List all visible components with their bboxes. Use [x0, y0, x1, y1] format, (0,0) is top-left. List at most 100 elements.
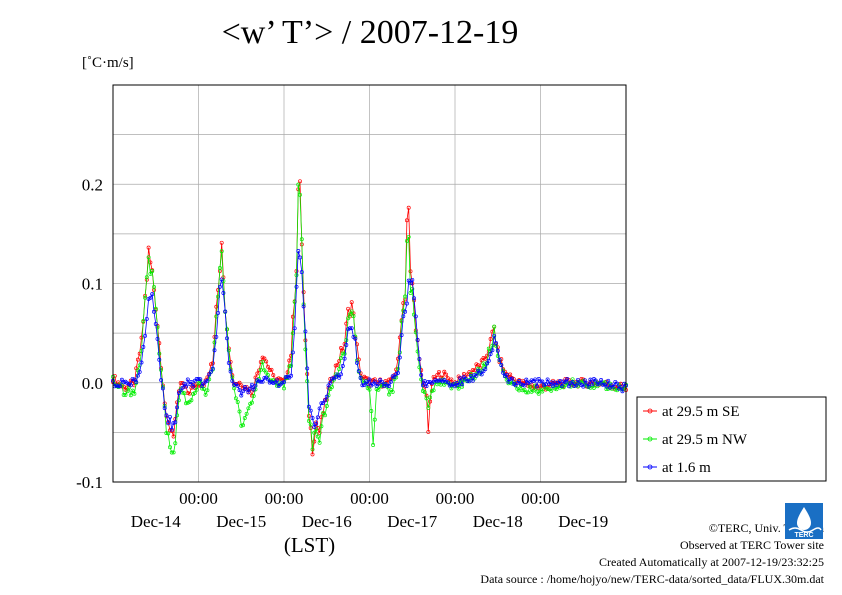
- data-point: [588, 377, 593, 382]
- data-point: [339, 372, 343, 377]
- data-point: [201, 387, 206, 391]
- data-point: [258, 379, 263, 384]
- data-point: [292, 299, 297, 304]
- data-point: [435, 373, 440, 378]
- data-point: [132, 377, 137, 382]
- data-point: [132, 391, 137, 396]
- data-point: [191, 384, 196, 389]
- data-point: [155, 336, 160, 341]
- data-point: [559, 384, 564, 389]
- data-point: [192, 390, 197, 395]
- data-point: [360, 383, 365, 388]
- data-point: [264, 370, 269, 375]
- data-point: [376, 387, 381, 392]
- data-point: [285, 370, 290, 375]
- data-point: [173, 441, 178, 446]
- data-point: [296, 249, 301, 253]
- data-point: [239, 383, 244, 388]
- data-point: [346, 316, 351, 321]
- data-point: [372, 379, 377, 384]
- data-point: [444, 379, 449, 384]
- data-point: [310, 416, 315, 420]
- data-point: [330, 384, 335, 389]
- data-point: [205, 378, 210, 383]
- data-point: [340, 351, 345, 356]
- data-point: [536, 391, 541, 396]
- data-point: [424, 384, 429, 389]
- data-point: [415, 337, 420, 342]
- data-point: [146, 255, 151, 260]
- data-point: [340, 348, 345, 353]
- data-point: [171, 420, 176, 425]
- data-point: [470, 378, 475, 383]
- data-point: [226, 348, 231, 353]
- data-point: [369, 409, 374, 413]
- data-point: [429, 389, 434, 394]
- data-point: [242, 416, 247, 420]
- data-point: [148, 271, 153, 276]
- data-point: [153, 306, 158, 311]
- data-point: [130, 376, 135, 381]
- data-point: [184, 401, 188, 406]
- data-point: [339, 346, 343, 350]
- data-point: [178, 381, 183, 385]
- data-point: [217, 284, 222, 289]
- data-point: [449, 377, 454, 382]
- data-point: [460, 382, 465, 387]
- data-point: [497, 357, 502, 362]
- data-point: [253, 375, 258, 380]
- data-point: [608, 385, 612, 390]
- data-point: [372, 417, 377, 422]
- data-point: [317, 406, 322, 411]
- axis-labels: -0.1 0.0 0.1 0.2 00:00 00:00 00:00 00:00 00:00 De…: [76, 175, 608, 557]
- data-point: [492, 324, 497, 329]
- data-point: [237, 380, 242, 385]
- data-point: [469, 373, 473, 378]
- data-point: [481, 356, 486, 360]
- logo-text: TERC: [794, 532, 813, 539]
- data-point: [121, 392, 126, 397]
- data-point: [426, 429, 431, 434]
- data-point: [314, 421, 319, 426]
- data-point: [221, 291, 226, 295]
- data-point: [543, 382, 548, 387]
- data-point: [159, 367, 164, 372]
- day-label: Dec-15: [216, 512, 266, 531]
- data-point: [308, 408, 313, 413]
- data-point: [437, 378, 441, 383]
- data-point: [198, 377, 203, 382]
- data-point: [520, 378, 525, 383]
- data-point: [399, 333, 404, 338]
- data-point: [387, 392, 392, 397]
- data-point: [168, 414, 172, 419]
- data-point: [292, 326, 297, 331]
- data-point: [235, 383, 240, 388]
- data-point: [483, 356, 488, 361]
- data-point: [235, 400, 240, 404]
- data-point: [176, 398, 181, 403]
- data-point: [233, 396, 238, 401]
- data-point: [604, 387, 609, 392]
- x-tick-label: 00:00: [350, 489, 389, 508]
- data-point: [287, 358, 292, 363]
- data-point: [137, 369, 142, 374]
- y-tick-label: 0.0: [82, 374, 103, 393]
- data-point: [494, 340, 498, 345]
- data-point: [431, 388, 436, 393]
- data-point: [230, 378, 235, 383]
- data-point: [570, 377, 575, 382]
- data-point: [574, 383, 579, 388]
- data-point: [570, 379, 575, 384]
- data-point: [339, 356, 343, 361]
- data-point: [216, 310, 221, 315]
- data-point: [246, 406, 251, 411]
- data-point: [499, 363, 504, 367]
- data-point: [444, 372, 449, 377]
- data-point: [212, 348, 217, 353]
- data-point: [189, 380, 194, 384]
- data-point: [128, 393, 133, 398]
- data-point: [404, 301, 409, 306]
- data-point: [504, 372, 509, 377]
- data-point: [271, 373, 276, 378]
- data-point: [216, 294, 221, 299]
